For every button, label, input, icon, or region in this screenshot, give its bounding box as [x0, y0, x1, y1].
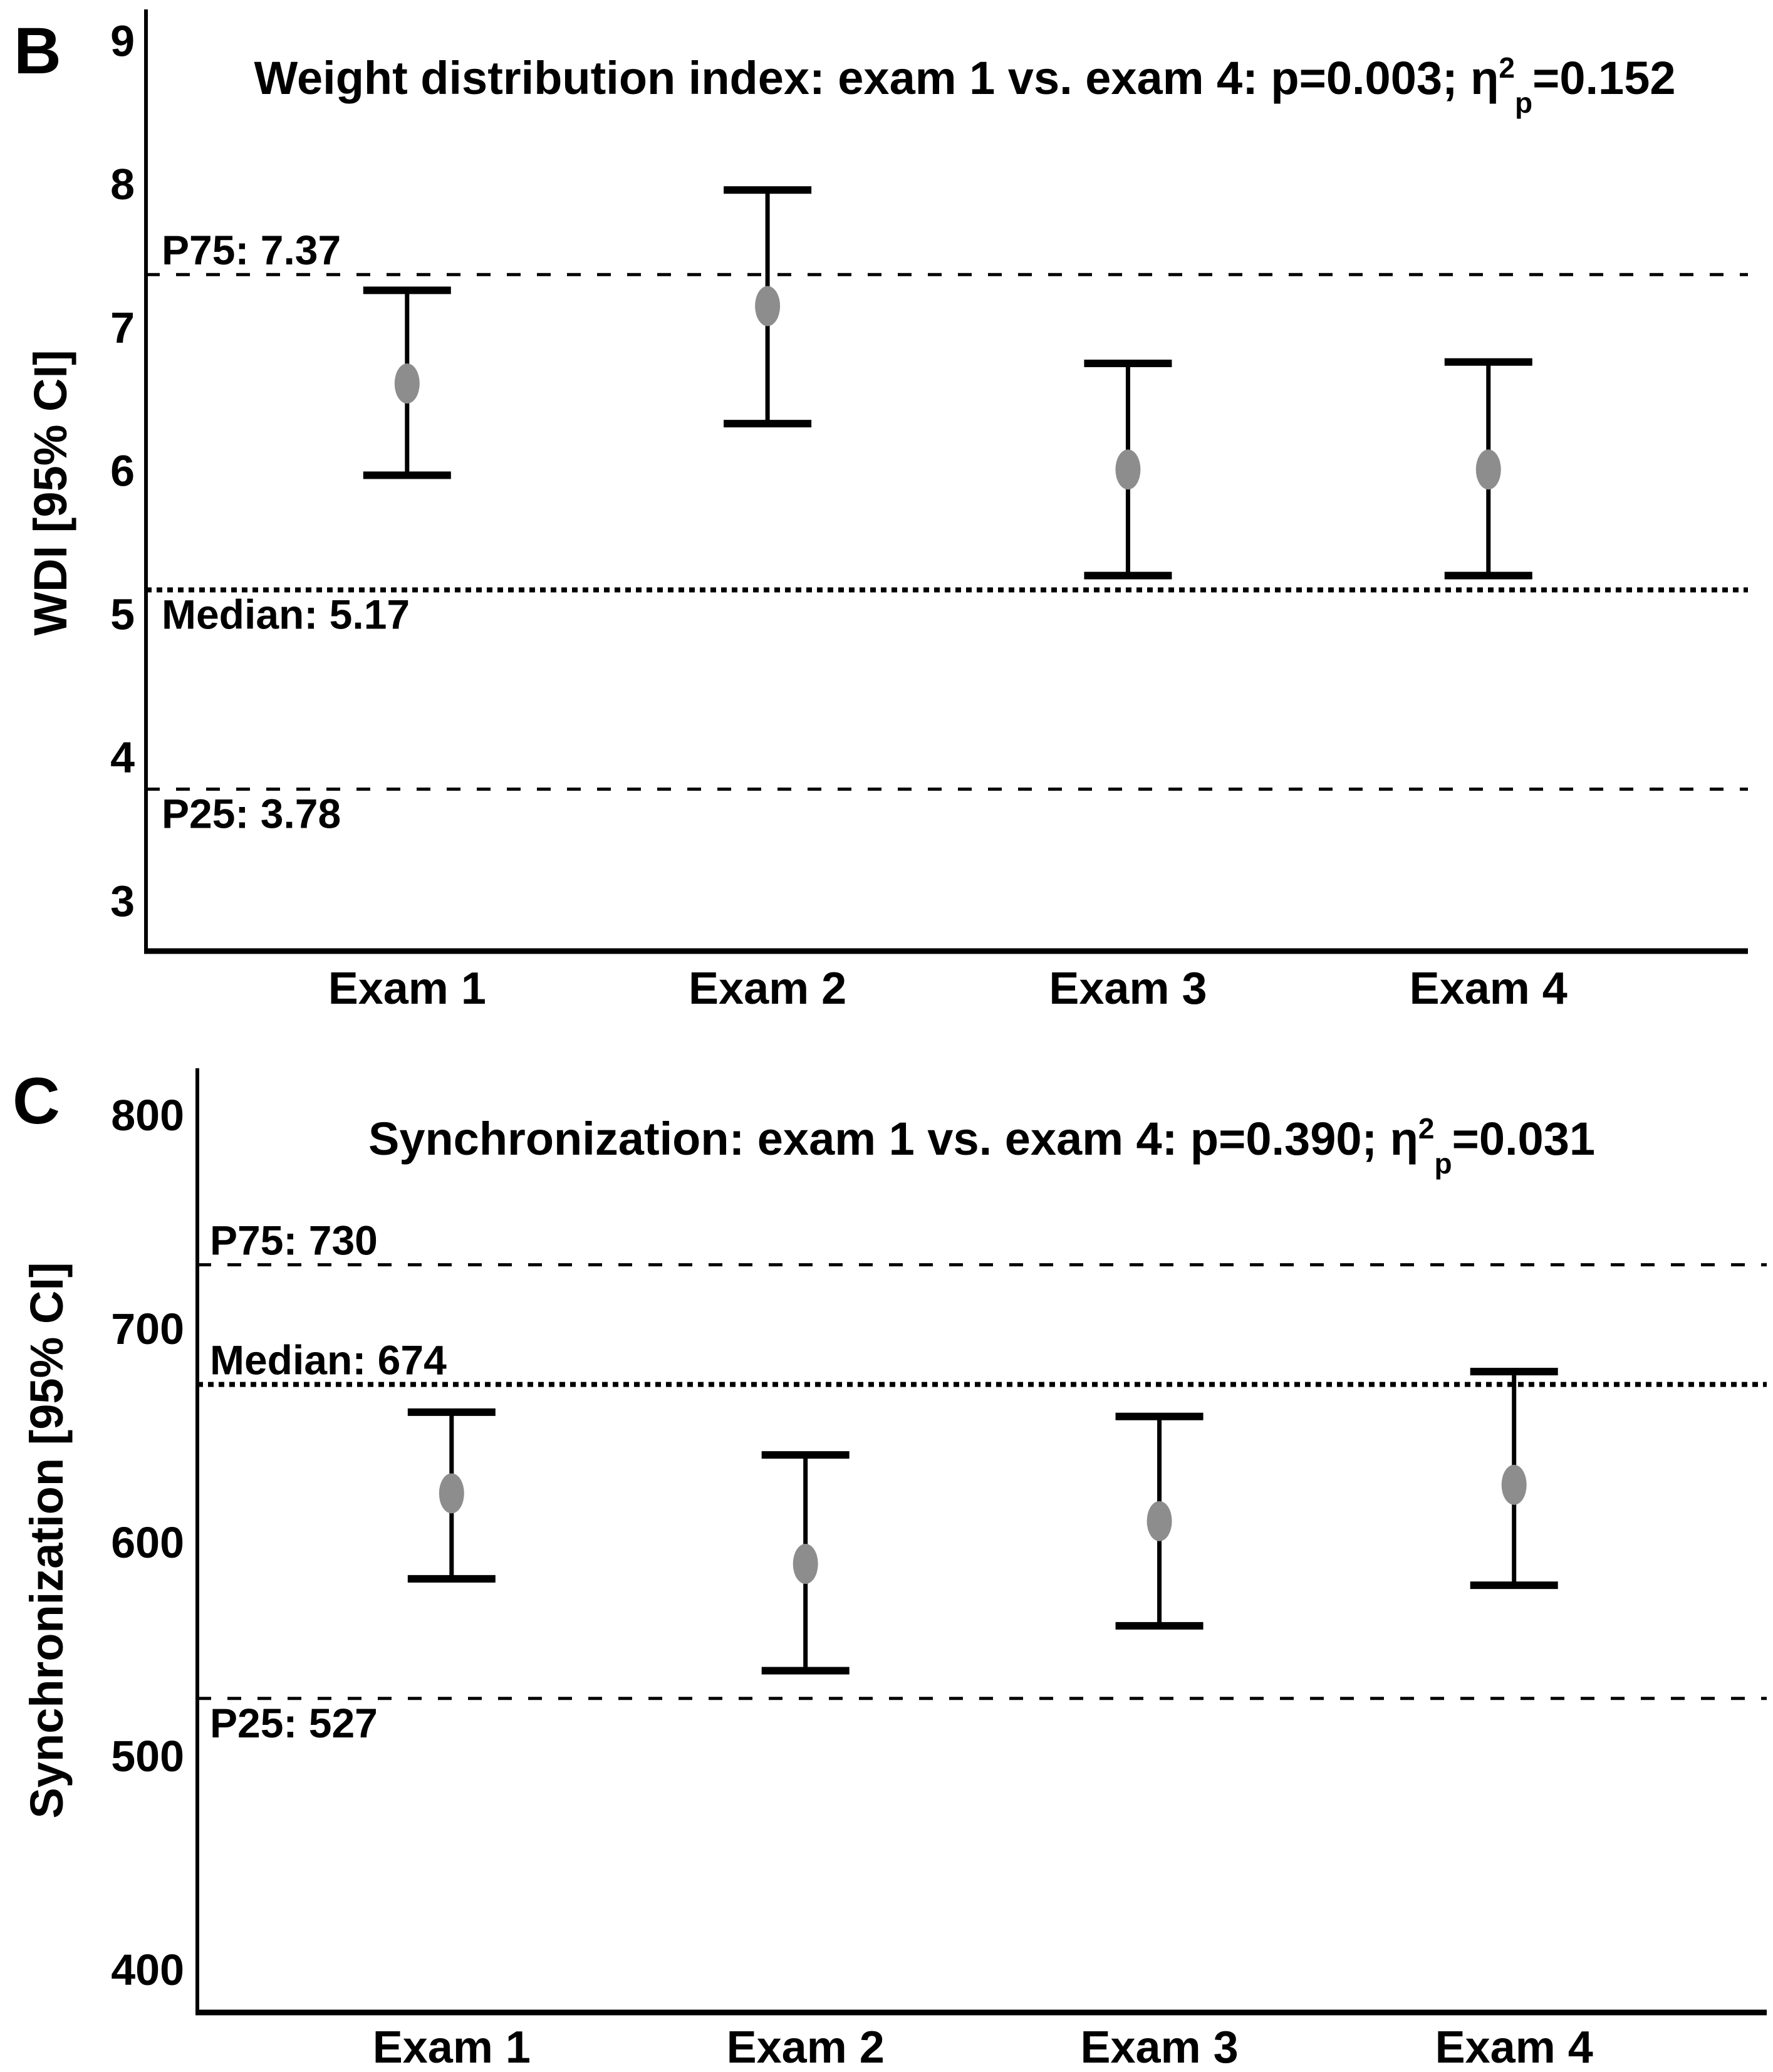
y-tick-label-4-b: 4 [110, 733, 135, 782]
y-axis-title-b: WDI [95% CI] [24, 350, 76, 635]
mean-dot-exam-2-c [793, 1544, 818, 1585]
y-tick-label-6-b: 6 [110, 447, 135, 496]
y-tick-label-7-b: 7 [110, 303, 135, 352]
y-axis-title-c: Synchronization [95% CI] [21, 1262, 73, 1818]
chart-title-c: Synchronization: exam 1 vs. exam 4: p=0.… [368, 1112, 1595, 1180]
mean-dot-exam-2-b [755, 286, 781, 326]
mean-dot-exam-3-b [1115, 449, 1141, 490]
panel-letter-c: C [13, 1065, 60, 1138]
y-tick-label-3-b: 3 [110, 877, 135, 925]
ref-line-label-p75-b: P75: 7.37 [162, 227, 341, 273]
x-axis-label-exam-1-c: Exam 1 [373, 2023, 531, 2072]
mean-dot-exam-3-c [1146, 1501, 1172, 1541]
y-tick-label-8-b: 8 [110, 160, 135, 209]
x-axis-label-exam-2-c: Exam 2 [727, 2023, 885, 2072]
panel-c: P75: 730 Median: 674 P25: 527 800 700 600 500 4… [13, 1065, 1767, 2072]
ref-line-label-p25-c: P25: 527 [210, 1700, 378, 1746]
y-tick-label-400-c: 400 [111, 1945, 184, 1994]
y-tick-label-600-c: 600 [111, 1518, 184, 1567]
mean-dot-exam-4-b [1475, 449, 1501, 490]
y-tick-label-700-c: 700 [111, 1304, 184, 1353]
ref-line-label-median-c: Median: 674 [210, 1337, 447, 1383]
ref-line-label-p25-b: P25: 3.78 [162, 790, 341, 836]
x-axis-label-exam-4-b: Exam 4 [1410, 964, 1568, 1014]
mean-dot-exam-1-b [394, 363, 420, 404]
panel-b: P75: 7.37 Median: 5.17 P25: 3.78 9 8 7 6 5 4 3 Exa… [14, 9, 1748, 1014]
x-axis-label-exam-2-b: Exam 2 [689, 964, 846, 1014]
x-axis-label-exam-1-b: Exam 1 [328, 964, 486, 1014]
ref-line-label-median-b: Median: 5.17 [162, 591, 410, 638]
error-bar-exam-2-b [724, 186, 812, 428]
y-tick-label-9-b: 9 [110, 16, 135, 65]
mean-dot-exam-1-c [439, 1473, 464, 1514]
error-bar-exam-1-b [363, 286, 451, 479]
error-bar-exam-2-c [761, 1451, 850, 1675]
panel-letter-b: B [14, 14, 61, 88]
error-bar-exam-3-b [1084, 360, 1172, 580]
x-axis-label-exam-3-b: Exam 3 [1049, 964, 1207, 1014]
error-bar-exam-4-c [1470, 1368, 1558, 1590]
x-axis-label-exam-4-c: Exam 4 [1435, 2023, 1593, 2072]
chart-title-b: Weight distribution index: exam 1 vs. ex… [254, 51, 1675, 119]
error-bar-exam-4-b [1444, 358, 1532, 580]
x-axis-label-exam-3-c: Exam 3 [1080, 2023, 1238, 2072]
error-bar-exam-1-c [407, 1408, 496, 1583]
y-tick-label-800-c: 800 [111, 1091, 184, 1140]
ref-line-label-p75-c: P75: 730 [210, 1217, 378, 1264]
error-bar-exam-3-c [1115, 1412, 1204, 1630]
mean-dot-exam-4-c [1501, 1464, 1527, 1505]
y-tick-label-5-b: 5 [110, 590, 135, 638]
y-tick-label-500-c: 500 [111, 1732, 184, 1781]
